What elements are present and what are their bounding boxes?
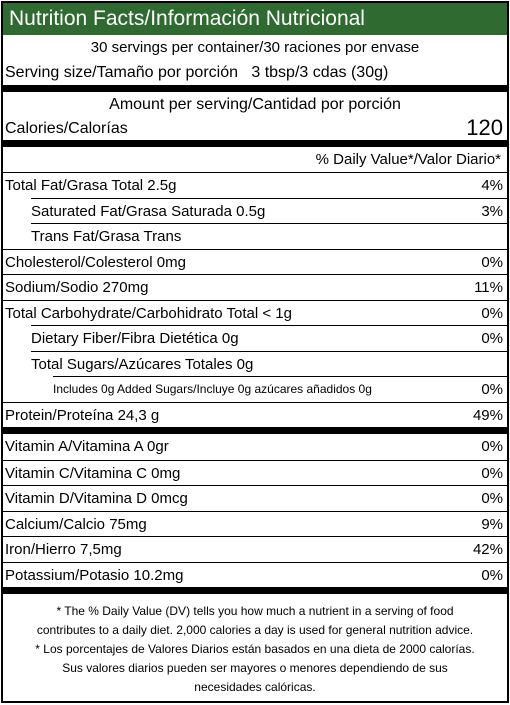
serving-size: Serving size/Tamaño por porción 3 tbsp/3… [3, 60, 507, 85]
divider [3, 85, 507, 92]
nutrient-label: Dietary Fiber/Fibra Dietética 0g [31, 330, 239, 347]
vitamin-dv: 0% [481, 438, 503, 455]
serving-size-value: 3 tbsp/3 cdas (30g) [251, 64, 389, 81]
nutrients: Total Fat/Grasa Total 2.5g 4% Saturated F… [3, 172, 507, 427]
footnote: * The % Daily Value (DV) tells you how m… [3, 594, 507, 697]
vitamin-label: Iron/Hierro 7,5mg [5, 541, 122, 558]
vitamin-row: Iron/Hierro 7,5mg 42% [3, 536, 507, 562]
vitamin-row: Calcium/Calcio 75mg 9% [3, 510, 507, 537]
vitamin-row: Vitamin D/Vitamina D 0mcg 0% [3, 485, 507, 511]
nutrient-dv: 4% [481, 177, 503, 194]
title: Nutrition Facts/Información Nutricional [3, 3, 507, 35]
nutrient-row: Total Carbohydrate/Carbohidrato Total < … [3, 299, 507, 326]
calories-label: Calories/Calorías [5, 120, 128, 137]
vitamin-label: Vitamin A/Vitamina A 0gr [5, 438, 169, 455]
divider [3, 427, 507, 434]
nutrient-row: Includes 0g Added Sugars/Incluye 0g azúc… [53, 376, 507, 402]
nutrient-dv: 0% [481, 253, 503, 271]
footnote-line: * The % Daily Value (DV) tells you how m… [56, 604, 454, 618]
calories-value: 120 [466, 115, 503, 140]
nutrient-label: Trans Fat/Grasa Trans [31, 228, 182, 245]
nutrient-row: Cholesterol/Colesterol 0mg 0% [3, 248, 507, 275]
amount-heading: Amount per serving/Cantidad por porción [109, 96, 401, 113]
nutrient-label: Protein/Proteína 24,3 g [5, 406, 160, 424]
footnote-line: * Los porcentajes de Valores Diarios est… [35, 642, 475, 656]
nutrient-row: Protein/Proteína 24,3 g 49% [3, 401, 507, 428]
calories-row: Calories/Calorías 120 [3, 116, 507, 140]
vitamin-dv: 0% [481, 490, 503, 507]
nutrient-dv: 11% [474, 279, 503, 296]
vitamin-row: Potassium/Potasio 10.2mg 0% [3, 561, 507, 588]
footnote-line: Sus valores diarios pueden ser mayores o… [62, 661, 448, 675]
divider [3, 140, 507, 147]
servings-per-container: 30 servings per container/30 raciones po… [90, 39, 420, 56]
nutrient-label: Total Sugars/Azúcares Totales 0g [31, 355, 254, 373]
nutrient-dv: 3% [481, 202, 503, 220]
nutrient-row: Dietary Fiber/Fibra Dietética 0g 0% [31, 325, 507, 351]
vitamin-label: Potassium/Potasio 10.2mg [5, 566, 184, 584]
footnote-line: contributes to a daily diet. 2,000 calor… [36, 623, 474, 637]
nutrient-label: Sodium/Sodio 270mg [5, 279, 149, 296]
footnote-line: necesidades calóricas. [194, 680, 316, 694]
nutrient-label: Total Fat/Grasa Total 2.5g [5, 177, 177, 194]
vitamin-row: Vitamin A/Vitamina A 0gr 0% [3, 434, 507, 460]
nutrient-dv: 0% [481, 330, 503, 347]
divider [3, 587, 507, 594]
vitamin-label: Vitamin D/Vitamina D 0mcg [5, 490, 188, 507]
vitamin-dv: 42% [472, 541, 503, 558]
serving-size-label: Serving size/Tamaño por porción [5, 64, 239, 81]
vitamin-label: Vitamin C/Vitamina C 0mg [5, 464, 181, 482]
daily-value-heading: % Daily Value*/Valor Diario* [315, 151, 501, 168]
vitamin-row: Vitamin C/Vitamina C 0mg 0% [3, 459, 507, 486]
nutrient-row: Trans Fat/Grasa Trans [31, 223, 507, 249]
nutrient-label: Cholesterol/Colesterol 0mg [5, 253, 186, 271]
vitamin-dv: 9% [481, 515, 503, 533]
vitamin-dv: 0% [481, 566, 503, 584]
nutrient-dv: 0% [481, 381, 503, 398]
vitamin-dv: 0% [481, 464, 503, 482]
nutrient-dv: 0% [481, 304, 503, 322]
nutrient-row: Total Sugars/Azúcares Totales 0g [31, 350, 507, 377]
nutrient-row: Saturated Fat/Grasa Saturada 0.5g 3% [31, 197, 507, 224]
nutrient-label: Total Carbohydrate/Carbohidrato Total < … [5, 304, 292, 322]
vitamins-minerals: Vitamin A/Vitamina A 0gr 0% Vitamin C/Vit… [3, 434, 507, 587]
nutrient-row: Sodium/Sodio 270mg 11% [3, 274, 507, 300]
nutrient-row: Total Fat/Grasa Total 2.5g 4% [3, 172, 507, 198]
nutrient-label: Saturated Fat/Grasa Saturada 0.5g [31, 202, 266, 220]
vitamin-label: Calcium/Calcio 75mg [5, 515, 147, 533]
nutrient-dv: 49% [472, 406, 503, 424]
nutrient-label: Includes 0g Added Sugars/Incluye 0g azúc… [53, 382, 372, 396]
